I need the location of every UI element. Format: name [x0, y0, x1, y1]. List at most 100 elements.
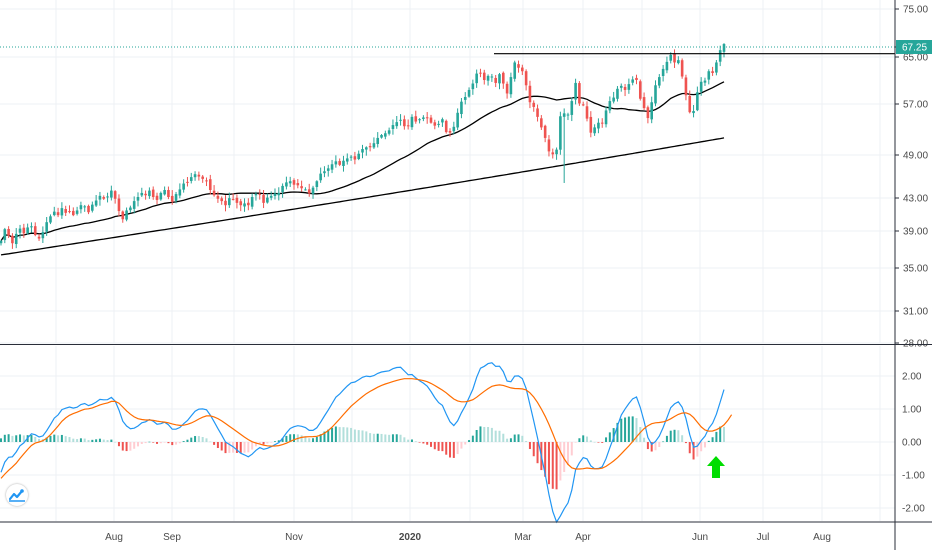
candle-up: [365, 147, 368, 150]
candle-down: [429, 117, 433, 123]
histogram-bar: [156, 442, 159, 444]
histogram-bar: [570, 442, 573, 456]
candle-up: [612, 97, 615, 102]
histogram-bar: [464, 442, 467, 445]
candle-up: [399, 119, 402, 121]
candle-up: [475, 73, 478, 84]
tradingview-logo-icon[interactable]: [6, 484, 28, 506]
candle-down: [547, 139, 551, 152]
histogram-bar: [593, 441, 596, 443]
candle-down: [479, 72, 482, 74]
candle-down: [638, 81, 642, 99]
time-axis[interactable]: Aug Sep Nov 2020 Mar Apr Jun Jul Aug: [105, 532, 831, 543]
histogram-bar: [475, 430, 478, 442]
histogram-bar: [669, 430, 672, 442]
histogram-bar: [106, 440, 109, 442]
histogram-bar: [601, 442, 604, 443]
candle-up: [562, 113, 566, 117]
histogram-bar: [38, 438, 41, 442]
histogram-bar: [319, 434, 322, 442]
candle-down: [711, 71, 714, 73]
candle-up: [437, 123, 440, 125]
histogram-bar: [308, 438, 311, 442]
candle-down: [406, 125, 410, 127]
last-price-badge: [896, 40, 932, 54]
histogram-bar: [418, 442, 421, 443]
histogram-bar: [544, 442, 547, 477]
histogram-bar: [624, 417, 627, 442]
candle-down: [72, 210, 75, 216]
candle-down: [64, 209, 67, 213]
up-arrow-icon: [707, 456, 725, 478]
histogram-bar: [574, 442, 577, 443]
time-tick-label: Nov: [285, 532, 303, 543]
up-arrow-icon: [707, 456, 725, 478]
histogram-bar: [190, 437, 193, 442]
candle-up: [281, 185, 284, 193]
histogram-bar: [194, 436, 197, 442]
candle-down: [247, 202, 250, 206]
candle-up: [387, 130, 391, 134]
candle-up: [441, 119, 444, 123]
candle-up: [452, 126, 456, 132]
histogram-bar: [312, 438, 315, 442]
candle-down: [87, 205, 90, 213]
moving-averages: [0, 81, 725, 256]
histogram-bar: [673, 429, 676, 442]
candle-up: [98, 195, 102, 200]
candle-down: [11, 235, 14, 244]
candle-down: [524, 71, 528, 86]
candle-up: [490, 76, 494, 78]
candle-up: [30, 226, 33, 228]
candle-up: [193, 174, 197, 178]
candle-up: [330, 164, 334, 170]
candle-down: [581, 104, 585, 106]
candle-down: [635, 77, 638, 81]
candle-up: [311, 187, 315, 194]
signal-line: [0, 378, 733, 479]
candle-up: [0, 240, 3, 244]
histogram-bar: [407, 439, 410, 442]
histogram-bar: [281, 438, 284, 442]
candle-up: [391, 125, 395, 129]
histogram-bar: [251, 442, 254, 450]
histogram-bar: [547, 442, 550, 485]
candle-down: [296, 183, 300, 186]
candle-down: [167, 190, 170, 198]
candle-up: [604, 110, 608, 125]
candle-down: [170, 195, 174, 202]
candle-up: [174, 194, 178, 201]
histogram-bar: [662, 441, 665, 443]
histogram-bar: [684, 442, 687, 444]
histogram-bar: [380, 433, 383, 442]
candle-up: [376, 137, 380, 145]
histogram-bar: [68, 437, 71, 442]
histogram-bar: [479, 426, 482, 442]
histogram-bar: [91, 439, 94, 442]
candle-down: [121, 211, 125, 220]
candle-up: [631, 79, 634, 83]
candle-down: [113, 191, 117, 199]
histogram-bar: [327, 429, 330, 442]
candle-down: [307, 189, 311, 194]
candle-down: [368, 146, 372, 148]
candle-down: [646, 107, 650, 119]
macd-line: [0, 362, 725, 524]
time-tick-label: Jun: [692, 532, 708, 543]
macd-tick-label: 1.00: [902, 405, 922, 416]
histogram-bar: [532, 442, 535, 457]
candle-up: [323, 171, 326, 174]
candle-up: [703, 80, 707, 83]
macd-tick-label: 2.00: [902, 372, 922, 383]
histogram-bar: [384, 434, 387, 442]
price-tick-label: 31.00: [903, 307, 928, 318]
histogram-bar: [205, 438, 208, 442]
histogram-bar: [707, 440, 710, 442]
candle-down: [521, 67, 524, 72]
candle-up: [243, 203, 246, 207]
histogram-bar: [608, 432, 611, 442]
candle-down: [186, 181, 189, 183]
candle-up: [250, 197, 254, 207]
candle-up: [178, 189, 182, 196]
